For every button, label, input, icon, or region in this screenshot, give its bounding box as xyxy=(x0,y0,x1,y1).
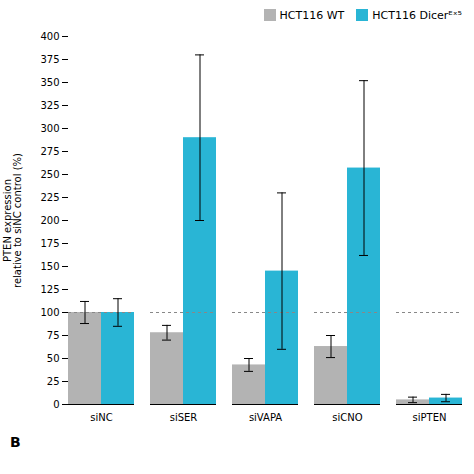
svg-text:175: 175 xyxy=(40,238,59,249)
svg-text:siCNO: siCNO xyxy=(332,412,362,423)
svg-text:250: 250 xyxy=(40,169,59,180)
svg-text:PTEN expressionrelative to siN: PTEN expressionrelative to siNC control … xyxy=(2,153,23,288)
svg-text:325: 325 xyxy=(40,100,59,111)
svg-text:275: 275 xyxy=(40,146,59,157)
html-text:HCT116 WT: HCT116 WT xyxy=(279,8,345,22)
svg-text:75: 75 xyxy=(47,330,60,341)
svg-text:375: 375 xyxy=(40,54,59,65)
html-text:B: B xyxy=(10,434,21,450)
svg-text:siNC: siNC xyxy=(90,412,112,423)
svg-text:125: 125 xyxy=(40,284,59,295)
svg-text:200: 200 xyxy=(40,215,59,226)
svg-text:150: 150 xyxy=(40,261,59,272)
html-text:HCT116 Dicerᴱˣ⁵: HCT116 Dicerᴱˣ⁵ xyxy=(372,8,462,22)
svg-text:225: 225 xyxy=(40,192,59,203)
svg-text:100: 100 xyxy=(40,307,59,318)
svg-text:siPTEN: siPTEN xyxy=(413,412,447,423)
svg-text:50: 50 xyxy=(47,353,60,364)
svg-text:300: 300 xyxy=(40,123,59,134)
svg-text:siVAPA: siVAPA xyxy=(249,412,282,423)
svg-text:400: 400 xyxy=(40,31,59,42)
svg-text:25: 25 xyxy=(47,376,60,387)
svg-text:350: 350 xyxy=(40,77,59,88)
svg-text:0: 0 xyxy=(53,399,59,410)
svg-text:siSER: siSER xyxy=(170,412,198,423)
